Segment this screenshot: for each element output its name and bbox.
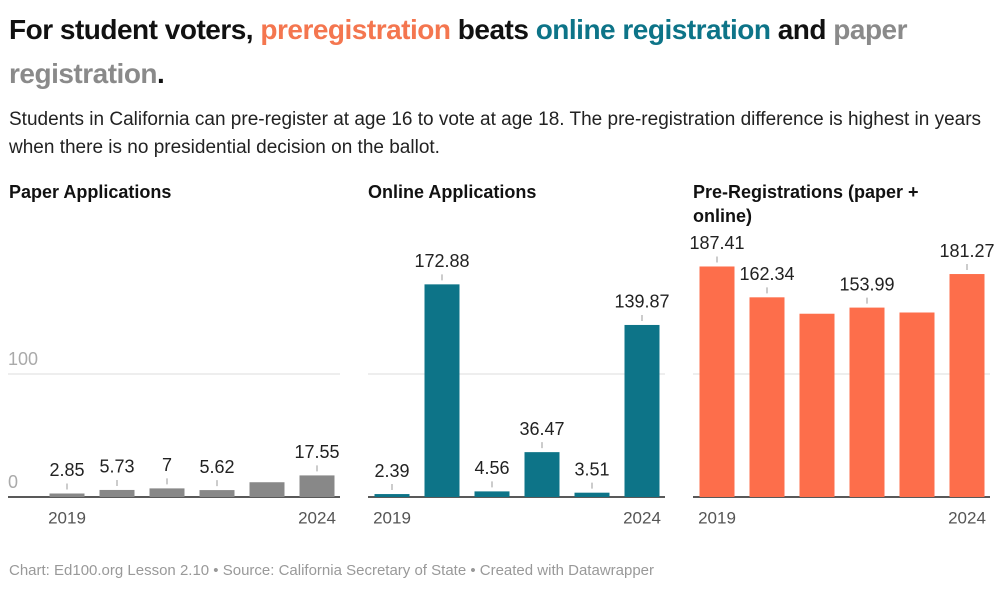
value-label: 36.47 xyxy=(519,419,564,439)
panel-title: Paper Applications xyxy=(9,182,172,202)
bar xyxy=(474,491,510,497)
value-label: 139.87 xyxy=(614,292,669,312)
x-tick-label: 2019 xyxy=(698,508,736,527)
footer: Chart: Ed100.org Lesson 2.10 • Source: C… xyxy=(9,562,655,579)
bar xyxy=(574,492,610,497)
bar xyxy=(374,494,410,497)
title-part: . xyxy=(157,58,165,89)
value-label: 172.88 xyxy=(414,251,469,271)
value-label: 2.39 xyxy=(374,461,409,481)
bar xyxy=(949,274,985,497)
x-tick-label: 2019 xyxy=(373,508,411,527)
value-label: 5.62 xyxy=(199,457,234,477)
bar xyxy=(899,312,935,497)
y-tick-label: 0 xyxy=(8,472,18,492)
title-part: preregistration xyxy=(260,14,451,45)
value-label: 7 xyxy=(162,455,172,475)
title-part: online registration xyxy=(535,14,771,45)
x-tick-label: 2019 xyxy=(48,508,86,527)
bar xyxy=(249,482,285,497)
value-label: 187.41 xyxy=(689,233,744,253)
bar xyxy=(699,266,735,497)
value-label: 2.85 xyxy=(49,460,84,480)
bar xyxy=(524,452,560,497)
subtitle: Students in California can pre-register … xyxy=(9,109,982,158)
title-part: For student voters, xyxy=(9,14,261,45)
x-tick-label: 2024 xyxy=(623,508,661,527)
chart-title: For student voters, preregistration beat… xyxy=(9,8,994,96)
value-label: 153.99 xyxy=(839,274,894,294)
bar xyxy=(749,297,785,497)
bar xyxy=(799,313,835,497)
bar xyxy=(149,488,185,497)
x-tick-label: 2024 xyxy=(948,508,986,527)
panel-title: Online Applications xyxy=(368,182,537,202)
bar xyxy=(49,493,85,497)
title-part: and xyxy=(770,14,834,45)
x-tick-label: 2024 xyxy=(298,508,336,527)
value-label: 17.55 xyxy=(294,442,339,462)
panel-title: Pre-Registrations (paper + online) xyxy=(693,182,919,226)
bar xyxy=(99,489,135,497)
bar xyxy=(299,475,335,497)
bar xyxy=(624,324,660,497)
value-label: 3.51 xyxy=(574,459,609,479)
value-label: 162.34 xyxy=(739,264,794,284)
bar xyxy=(849,307,885,497)
title-part: beats xyxy=(450,14,536,45)
bar xyxy=(199,490,235,497)
y-tick-label: 100 xyxy=(8,349,38,369)
value-label: 4.56 xyxy=(474,458,509,478)
title-part: paper registration xyxy=(9,14,915,89)
bar xyxy=(424,284,460,497)
value-label: 181.27 xyxy=(939,241,994,261)
value-label: 5.73 xyxy=(99,457,134,477)
